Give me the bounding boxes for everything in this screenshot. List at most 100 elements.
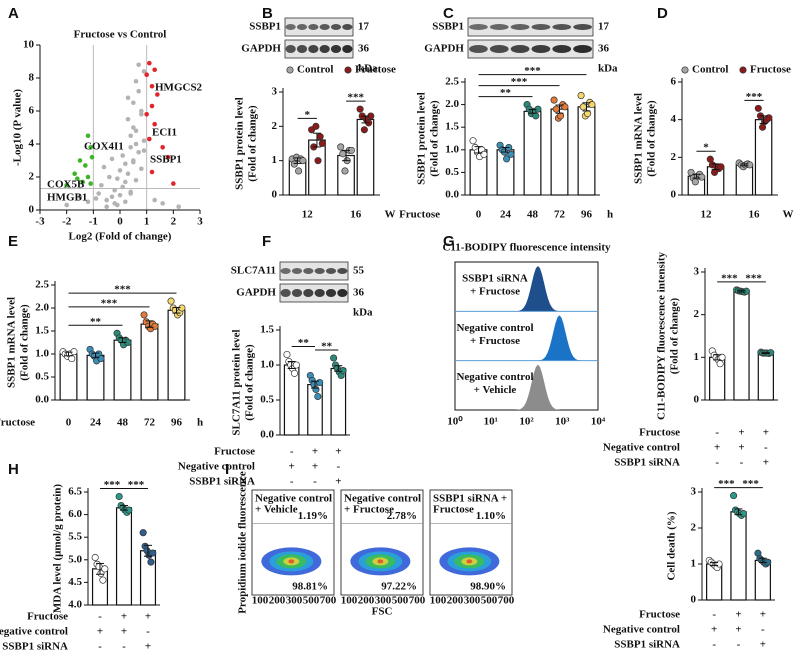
significance-label: *** [114, 284, 131, 296]
x-tick-label: 16 [749, 209, 761, 221]
bar [115, 507, 133, 606]
data-point [149, 549, 157, 557]
bar [733, 290, 750, 401]
legend-marker [739, 66, 747, 74]
point [152, 121, 157, 127]
condition-mark: + [735, 624, 741, 636]
significance-label: ** [298, 337, 310, 349]
significance-label: *** [746, 91, 763, 103]
blot-label: GAPDH [424, 43, 464, 55]
condition-mark: + [738, 442, 744, 454]
legend-label: Control [297, 64, 333, 76]
blot-band [291, 268, 303, 274]
data-point [742, 287, 750, 295]
y-tick-label: 1 [272, 154, 278, 166]
flow-x-tick: 500 [392, 595, 409, 607]
blot-kda: 36 [598, 43, 610, 55]
point [109, 194, 115, 200]
data-point [480, 150, 488, 158]
annotation: COX5B [47, 179, 85, 191]
point [64, 202, 69, 208]
point [133, 178, 139, 183]
condition-mark: + [738, 427, 744, 439]
blot-band [296, 45, 308, 53]
point [165, 154, 171, 160]
blot-band [285, 45, 296, 53]
blot-strip [279, 261, 349, 281]
y-tick-label: 1.5 [260, 324, 274, 336]
point [139, 112, 144, 117]
x-tick-label: 0 [476, 209, 482, 221]
blot-band [319, 45, 330, 53]
point [123, 179, 128, 185]
panel-letter: H [8, 461, 19, 478]
data-point [97, 569, 105, 577]
data-point [337, 143, 345, 151]
y-axis-label: SSBP1 mRNA level [633, 93, 645, 184]
blot-band [531, 24, 551, 30]
y-axis-label: (Fold of change) [429, 100, 441, 177]
flow-x-tick: 300 [375, 595, 392, 607]
x-axis-label: Log2 (Fold of change) [69, 231, 172, 243]
point [128, 133, 133, 139]
blot-band [469, 45, 488, 53]
blot-kda: 36 [353, 287, 365, 299]
point [144, 112, 149, 117]
blot-kda: 17 [598, 21, 610, 33]
y-tick-label: 6.5 [68, 486, 82, 498]
y-tick-label: 2.0 [35, 302, 49, 314]
flow-label: Negative control [255, 493, 332, 505]
point [160, 201, 165, 206]
panel-letter: F [262, 233, 271, 250]
condition-mark: - [336, 461, 340, 473]
blot-band [280, 268, 291, 274]
point [112, 187, 117, 193]
condition-mark: + [763, 427, 769, 439]
bar [113, 339, 132, 401]
condition-mark: + [735, 609, 741, 621]
blot-band [469, 24, 488, 30]
condition-mark: + [760, 639, 766, 651]
y-tick-label: 4.0 [68, 599, 82, 611]
y-tick-label: 3 [694, 266, 700, 278]
y-tick-label: 2 [691, 522, 697, 534]
y-tick-label: 1.5 [445, 121, 459, 133]
panel-letter: G [443, 233, 455, 250]
point [133, 141, 139, 147]
flow-x-tick: 500 [481, 595, 498, 607]
condition-label: Negative control [603, 624, 680, 636]
bar [754, 119, 773, 196]
data-point [91, 553, 99, 562]
point [120, 184, 125, 190]
condition-label: Fructose [639, 427, 680, 439]
blot-band [303, 268, 314, 274]
legend-marker [681, 66, 689, 74]
histogram-row-label: SSBP1 siRNA [462, 273, 528, 285]
x-unit: h [197, 417, 203, 429]
flow-lower: 98.81% [292, 581, 328, 593]
blot-band [573, 45, 592, 53]
condition-label: Negative control [178, 461, 255, 473]
point [136, 88, 141, 94]
flow-y-label: Propidium iodide fluorescence [237, 471, 249, 614]
data-point [290, 160, 298, 168]
data-point [716, 360, 724, 368]
data-point [717, 163, 725, 171]
point [77, 194, 83, 200]
y-axis-label: (Fold of change) [19, 304, 31, 381]
histogram-row-label: + Fructose [470, 286, 520, 298]
flow-upper: 1.10% [476, 510, 506, 522]
blot-band [325, 268, 337, 274]
blot-strip [279, 283, 349, 303]
condition-mark: - [290, 476, 294, 488]
condition-mark: - [715, 427, 719, 439]
x-tick-label: 1 [144, 216, 150, 228]
point [144, 72, 149, 77]
y-axis-label: (Fold of change) [244, 344, 256, 421]
y-tick-label: 0.0 [445, 189, 459, 201]
flow-x-tick: 300 [464, 595, 481, 607]
panel-letter: C [443, 5, 454, 22]
condition-mark: + [312, 446, 318, 458]
significance-label: *** [524, 65, 541, 77]
point [120, 153, 125, 158]
